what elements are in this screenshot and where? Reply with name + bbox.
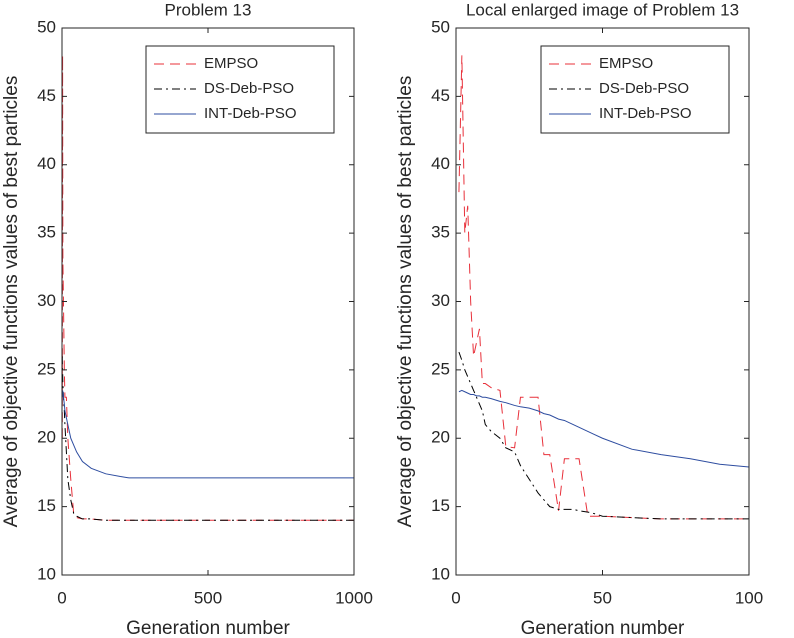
- y-tick-label: 10: [37, 564, 56, 583]
- y-tick-label: 30: [431, 291, 450, 310]
- chart-title: Local enlarged image of Problem 13: [466, 0, 739, 19]
- x-axis-label: Generation number: [126, 618, 290, 638]
- y-tick-label: 20: [431, 428, 450, 447]
- legend: EMPSO DS-Deb-PSO INT-Deb-PSO: [540, 45, 730, 134]
- legend-label: DS-Deb-PSO: [599, 80, 689, 97]
- y-tick-label: 40: [431, 154, 450, 173]
- y-tick-label: 15: [431, 496, 450, 515]
- y-tick-label: 25: [37, 359, 56, 378]
- y-tick-label: 50: [431, 17, 450, 36]
- y-tick-label: 45: [37, 86, 56, 105]
- x-tick-label: 0: [57, 588, 66, 607]
- y-tick-label: 30: [37, 291, 56, 310]
- x-tick-label: 100: [735, 588, 763, 607]
- y-axis-label: Average of objective functions values of…: [1, 76, 22, 528]
- y-axis-label: Average of objective functions values of…: [395, 76, 416, 528]
- series-line: [61, 390, 354, 479]
- series-line: [458, 351, 749, 520]
- plot: 10 15 20 25 30 35 40 45 50 0 50 100 Local enlarged i…: [395, 0, 763, 638]
- x-axis-label: Generation number: [521, 618, 685, 638]
- y-tick-label: 35: [37, 223, 56, 242]
- legend-label: EMPSO: [599, 55, 653, 72]
- x-tick-label: 50: [593, 588, 612, 607]
- y-tick-label: 15: [37, 496, 56, 515]
- y-tick-label: 50: [37, 17, 56, 36]
- series-line: [458, 389, 750, 468]
- x-tick-label: 0: [451, 588, 460, 607]
- legend-label: INT-Deb-PSO: [204, 105, 297, 122]
- x-tick-label: 500: [194, 588, 222, 607]
- series-line: [61, 55, 354, 521]
- legend-label: DS-Deb-PSO: [204, 80, 294, 97]
- legend-label: INT-Deb-PSO: [599, 105, 692, 122]
- chart-title: Problem 13: [165, 0, 252, 19]
- y-tick-label: 25: [431, 359, 450, 378]
- y-tick-label: 45: [431, 86, 450, 105]
- y-tick-label: 40: [37, 154, 56, 173]
- y-tick-label: 35: [431, 223, 450, 242]
- y-tick-label: 20: [37, 428, 56, 447]
- x-tick-label: 1000: [335, 588, 373, 607]
- y-tick-label: 10: [431, 564, 450, 583]
- legend: EMPSO DS-Deb-PSO INT-Deb-PSO: [145, 45, 335, 134]
- legend-label: EMPSO: [204, 55, 258, 72]
